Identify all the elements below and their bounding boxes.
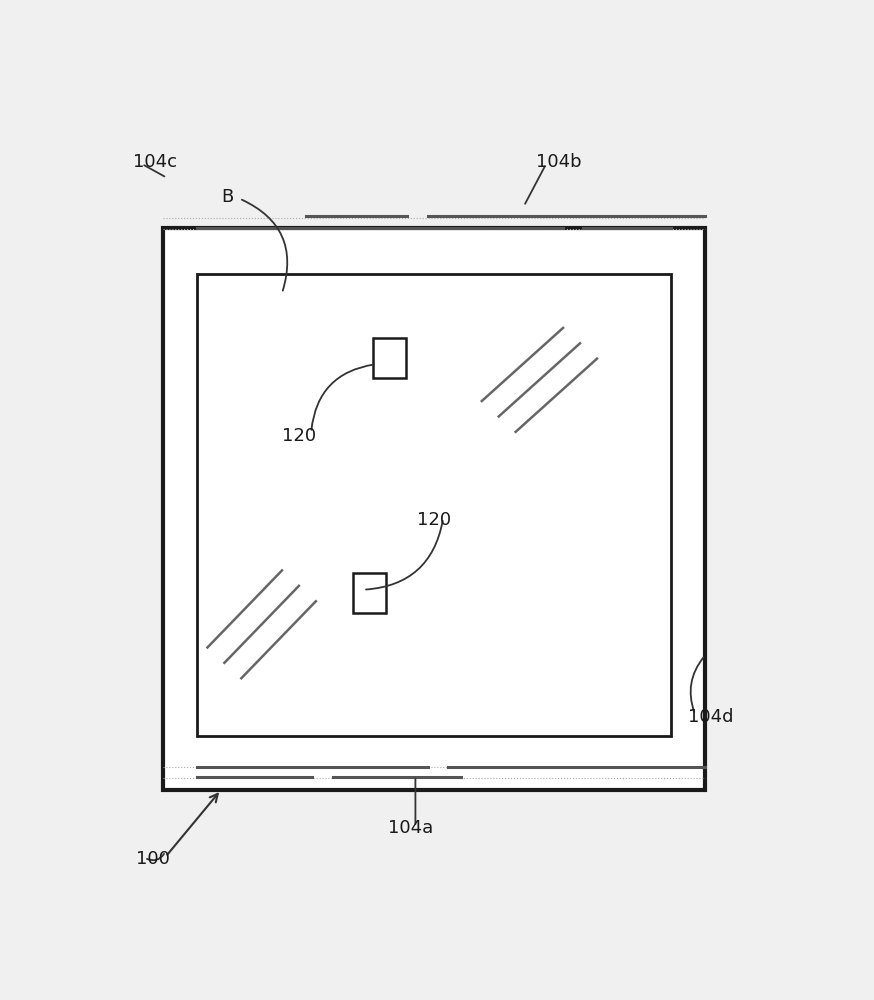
Text: 104a: 104a <box>388 819 434 837</box>
Bar <box>198 274 671 736</box>
Text: 104d: 104d <box>689 708 734 726</box>
Text: 120: 120 <box>281 427 316 445</box>
Bar <box>353 573 385 613</box>
Text: 104c: 104c <box>133 153 177 171</box>
Text: 120: 120 <box>417 511 452 529</box>
Text: 100: 100 <box>136 850 170 868</box>
Text: B: B <box>222 188 234 206</box>
Bar <box>163 228 705 790</box>
Text: 104b: 104b <box>536 153 581 171</box>
Bar <box>373 338 406 378</box>
